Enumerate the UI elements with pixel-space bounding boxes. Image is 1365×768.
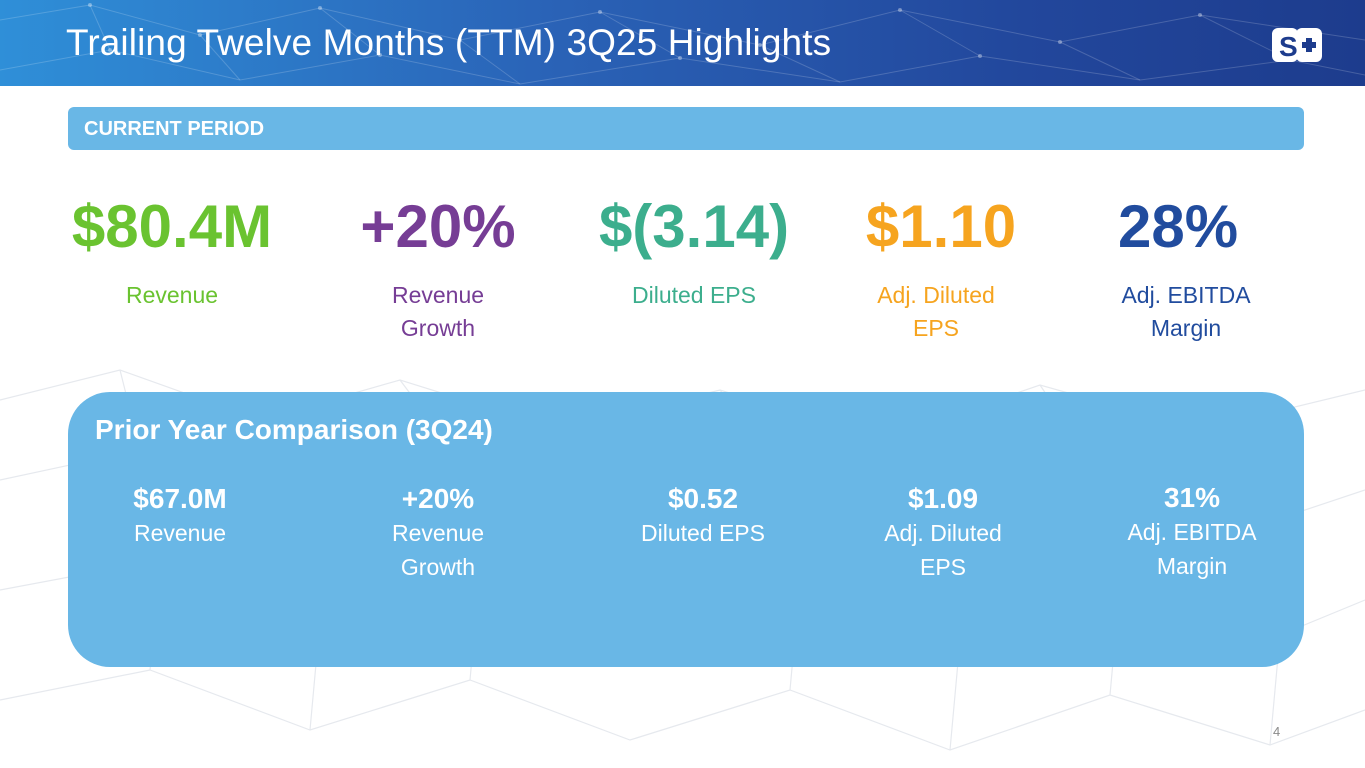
metric-revenue: $80.4M Revenue <box>52 192 292 312</box>
prior-metric-value: $0.52 <box>667 483 739 514</box>
prior-metric-value: 31% <box>1163 482 1221 513</box>
prior-metric-adj-ebitda-margin: 31% Adj. EBITDA Margin <box>1082 481 1302 583</box>
metric-label: Adj. Diluted EPS <box>877 282 995 341</box>
prior-metric-adj-diluted-eps: $1.09 Adj. Diluted EPS <box>833 482 1053 584</box>
s-plus-logo-icon: S <box>1272 28 1322 62</box>
prior-metric-diluted-eps: $0.52 Diluted EPS <box>593 482 813 550</box>
header-banner: Trailing Twelve Months (TTM) 3Q25 Highli… <box>0 0 1365 86</box>
metric-adj-ebitda-margin: 28% Adj. EBITDA Margin <box>1066 192 1306 345</box>
prior-metric-value: +20% <box>401 483 475 514</box>
metric-label: Diluted EPS <box>631 282 756 308</box>
prior-metric-label: Adj. Diluted EPS <box>884 520 1002 580</box>
prior-metric-revenue-growth: +20% Revenue Growth <box>328 482 548 584</box>
metric-value: $1.10 <box>865 193 1017 260</box>
prior-year-panel: Prior Year Comparison (3Q24) $67.0M Reve… <box>68 392 1304 667</box>
prior-metric-label: Revenue <box>133 520 227 546</box>
current-period-bar: CURRENT PERIOD <box>68 107 1304 150</box>
prior-metric-label: Adj. EBITDA Margin <box>1127 519 1257 579</box>
header-network-pattern <box>0 3 1365 85</box>
prior-metric-label: Revenue Growth <box>391 520 485 580</box>
prior-metric-value: $1.09 <box>907 483 979 514</box>
page-title: Trailing Twelve Months (TTM) 3Q25 Highli… <box>66 22 832 63</box>
metric-label: Adj. EBITDA Margin <box>1121 282 1251 341</box>
metric-revenue-growth: +20% Revenue Growth <box>318 192 558 345</box>
prior-metric-value: $67.0M <box>133 483 227 514</box>
current-period-label: CURRENT PERIOD <box>84 118 265 140</box>
metric-adj-diluted-eps: $1.10 Adj. Diluted EPS <box>821 192 1061 345</box>
prior-year-title: Prior Year Comparison (3Q24) <box>95 414 493 445</box>
metric-value: $(3.14) <box>598 193 790 260</box>
metric-label: Revenue Growth <box>391 282 485 341</box>
svg-text:S: S <box>1279 31 1298 62</box>
metric-value: $80.4M <box>71 193 273 260</box>
prior-metric-label: Diluted EPS <box>640 520 765 546</box>
prior-metric-revenue: $67.0M Revenue <box>70 482 290 550</box>
page-number: 4 <box>1273 724 1281 739</box>
metric-value: +20% <box>360 193 516 260</box>
metric-label: Revenue <box>125 282 219 308</box>
metric-value: 28% <box>1117 193 1239 260</box>
metric-diluted-eps: $(3.14) Diluted EPS <box>574 192 814 312</box>
